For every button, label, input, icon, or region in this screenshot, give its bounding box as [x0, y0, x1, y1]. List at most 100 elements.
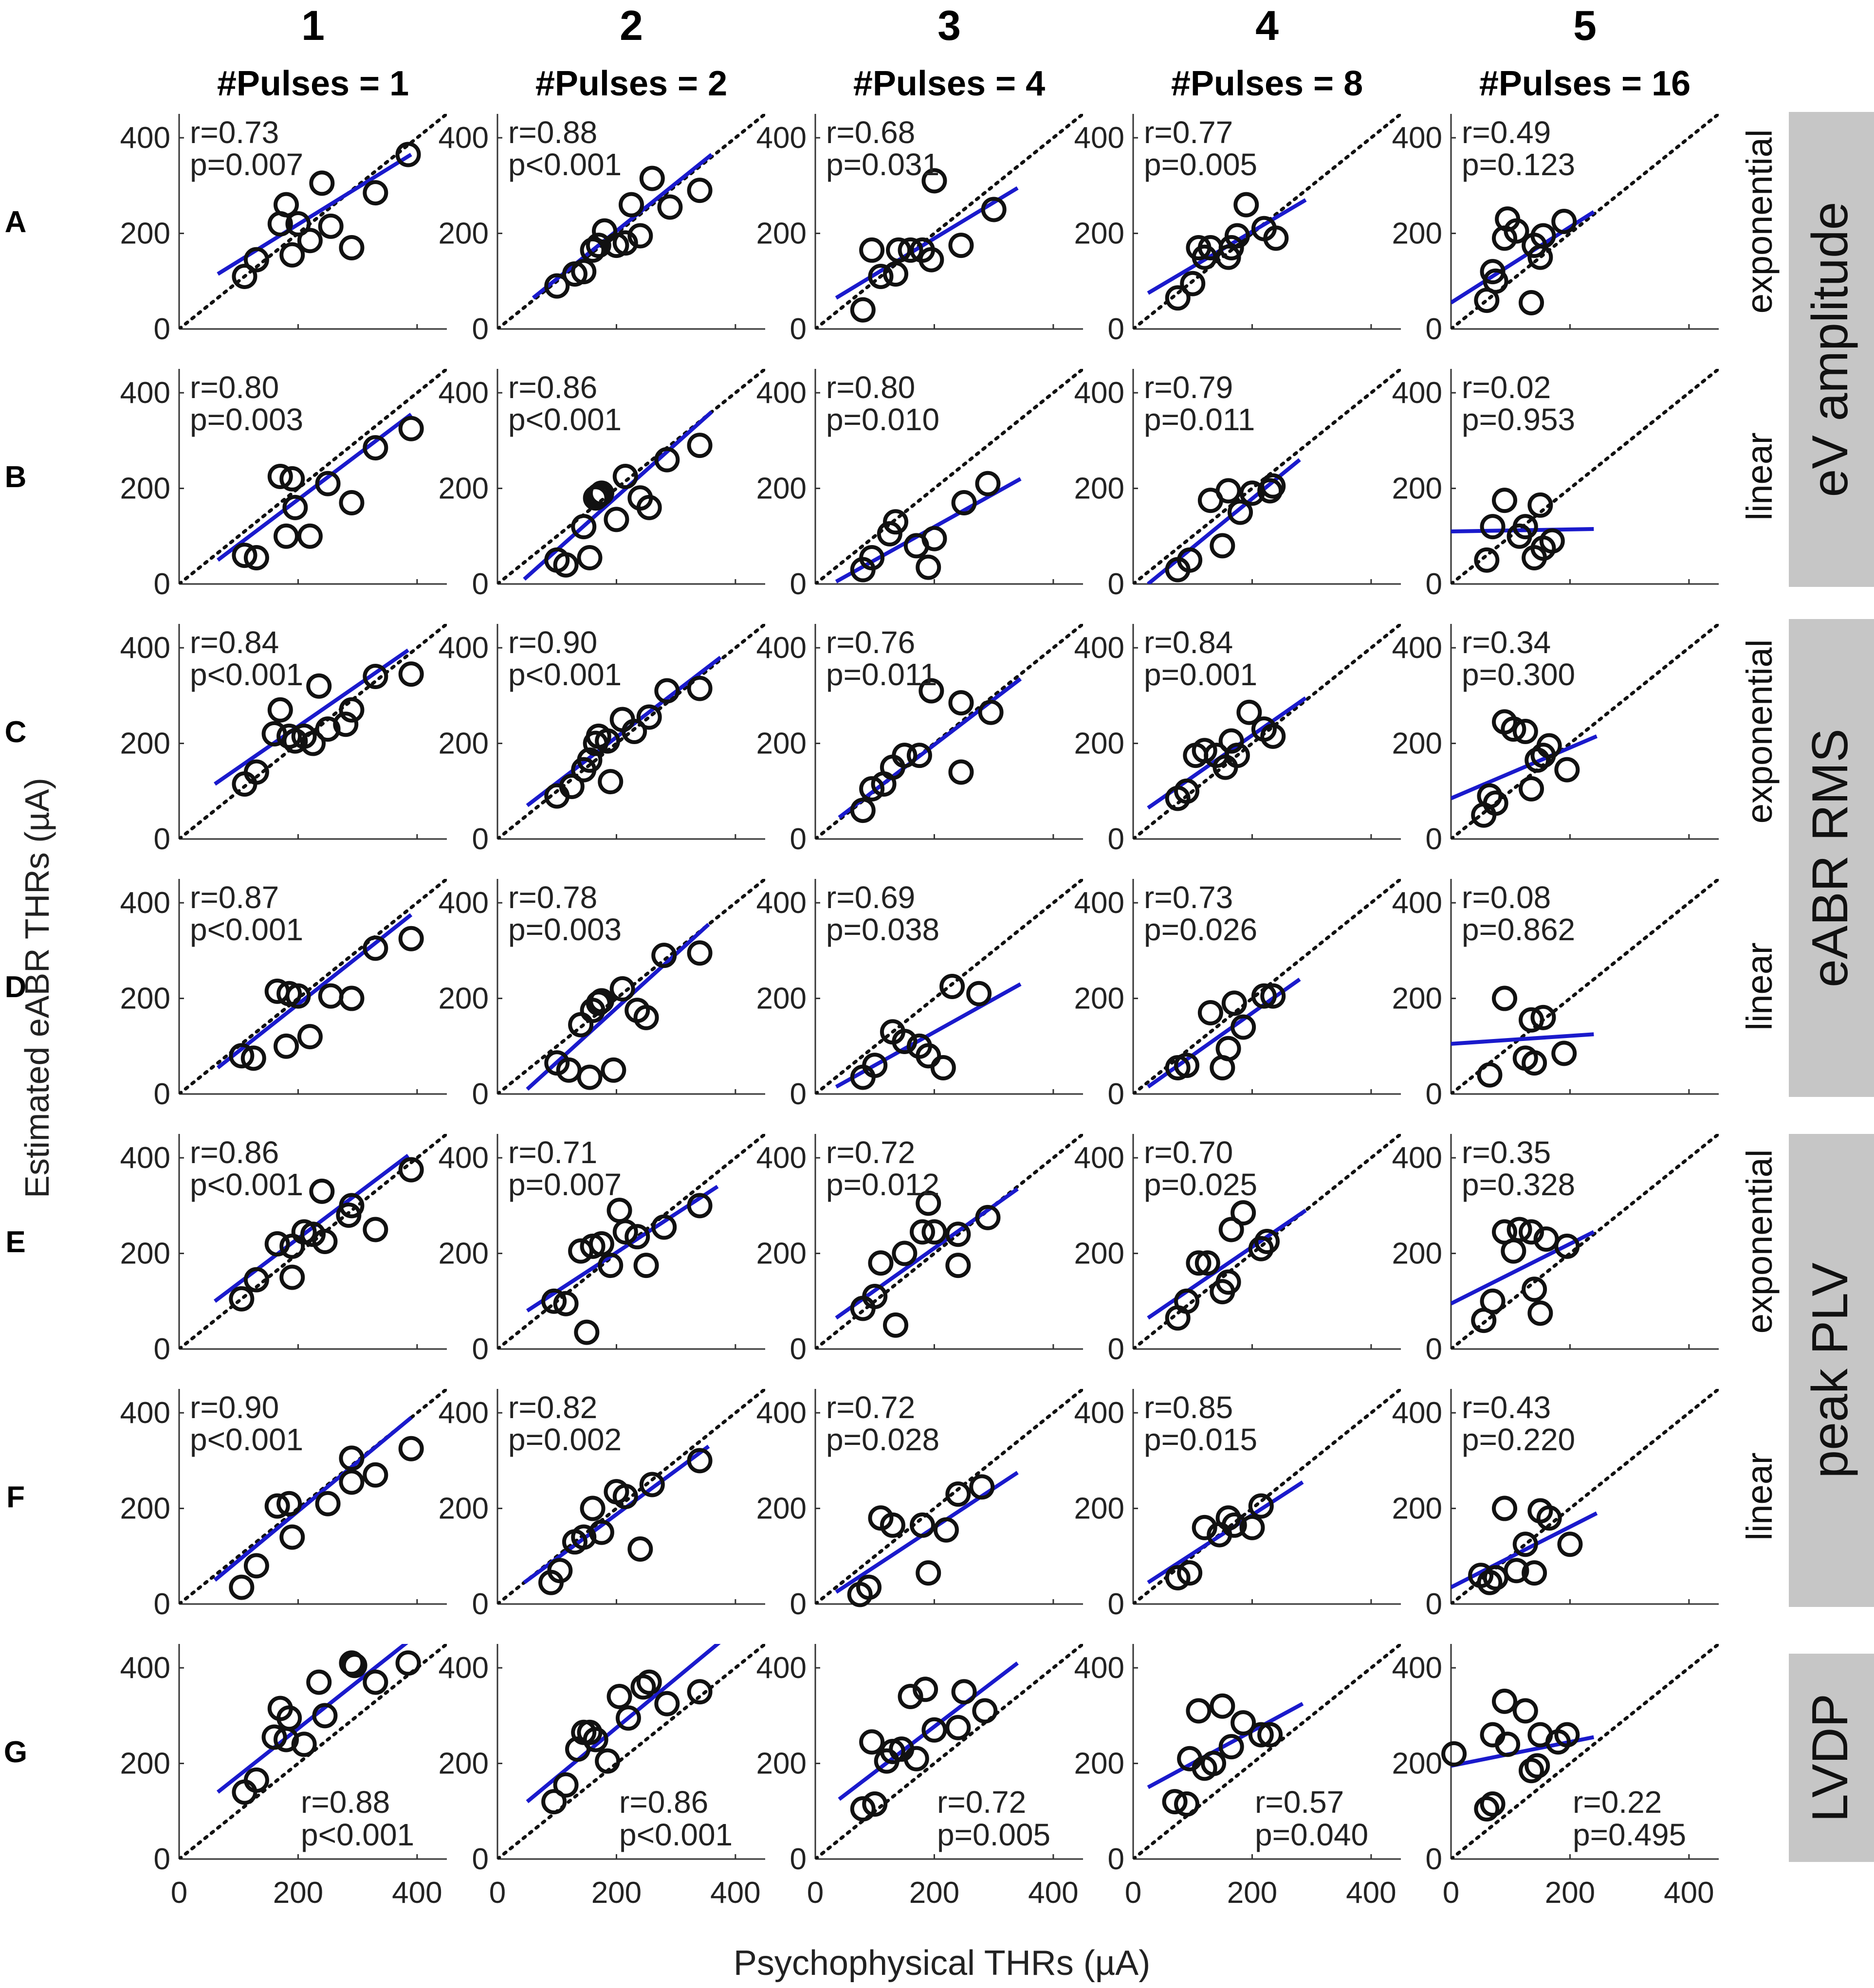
data-point	[856, 1574, 882, 1600]
data-point	[687, 1193, 713, 1219]
data-point	[1495, 1732, 1521, 1757]
y-tick-label: 400	[1074, 1651, 1124, 1685]
y-tick-label: 0	[1108, 822, 1124, 856]
data-point	[279, 1524, 305, 1550]
data-point	[916, 1043, 941, 1069]
data-point	[1441, 1741, 1467, 1767]
y-tick-label: 400	[756, 1651, 807, 1685]
data-point	[1539, 528, 1565, 554]
regression-line	[1451, 1230, 1595, 1306]
data-point	[306, 1669, 332, 1695]
data-point	[243, 1267, 269, 1293]
row-method-d: linear	[1739, 943, 1780, 1031]
data-point	[687, 178, 713, 203]
correlation-r-label: r=0.71	[508, 1135, 597, 1170]
data-point	[921, 526, 947, 551]
data-point	[687, 940, 713, 966]
data-point	[1210, 1693, 1235, 1719]
panel-d2: 0 200 400 r=0.78p=0.003	[439, 879, 765, 1111]
data-point	[615, 1705, 641, 1731]
data-point	[339, 1469, 365, 1495]
data-point	[654, 447, 680, 473]
data-point	[913, 1677, 938, 1702]
data-point	[862, 1053, 888, 1078]
data-point	[274, 523, 299, 549]
data-point	[243, 1767, 269, 1793]
y-tick-label: 400	[1074, 1396, 1124, 1430]
data-point	[282, 494, 308, 520]
data-point	[886, 237, 912, 263]
data-point	[285, 983, 311, 1009]
data-point	[1519, 1758, 1544, 1784]
regression-line	[835, 186, 1019, 300]
data-point	[1512, 1532, 1538, 1557]
data-point	[547, 1558, 573, 1584]
data-point	[969, 1474, 995, 1500]
regression-line	[213, 1416, 413, 1582]
data-point	[588, 480, 614, 506]
data-point	[1221, 1512, 1247, 1538]
correlation-r-label: r=0.87	[190, 880, 279, 915]
data-point	[1507, 1217, 1532, 1242]
data-point	[951, 490, 977, 516]
data-point	[339, 1193, 365, 1219]
data-point	[948, 233, 974, 258]
data-point	[1260, 983, 1286, 1009]
group-label-lvdp: LVDP	[1802, 1694, 1858, 1822]
data-point	[868, 263, 894, 289]
data-point	[1177, 1560, 1203, 1586]
data-point	[633, 1253, 659, 1278]
group-label-eabr-rms: eABR RMS	[1802, 729, 1858, 987]
y-tick-label: 200	[1074, 1747, 1124, 1781]
x-tick-label: 0	[1125, 1876, 1141, 1910]
data-point	[363, 1217, 388, 1242]
data-point	[975, 471, 1001, 496]
data-point	[243, 759, 269, 785]
y-tick-label: 200	[756, 1492, 807, 1526]
data-point	[898, 1684, 923, 1710]
data-point	[948, 690, 974, 716]
data-point	[859, 237, 885, 263]
y-tick-label: 400	[1074, 886, 1124, 920]
data-point	[892, 1240, 918, 1266]
y-tick-label: 0	[1108, 1587, 1124, 1621]
data-point	[654, 678, 680, 704]
data-point	[229, 1574, 255, 1600]
correlation-r-label: r=0.22	[1573, 1785, 1662, 1820]
data-point	[1254, 1229, 1280, 1254]
correlation-p-label: p=0.010	[826, 402, 939, 437]
y-tick-label: 0	[790, 822, 807, 856]
data-point	[1186, 1250, 1212, 1276]
identity-line	[179, 114, 447, 329]
regression-line	[835, 1471, 1019, 1594]
data-point	[1480, 514, 1506, 540]
data-point	[598, 769, 624, 795]
x-tick-label: 400	[1028, 1876, 1078, 1910]
data-point	[553, 1772, 579, 1798]
data-point	[916, 554, 941, 580]
data-point	[541, 1288, 567, 1314]
y-tick-label: 0	[790, 1077, 807, 1111]
data-point	[1527, 492, 1553, 518]
y-tick-label: 0	[472, 1587, 489, 1621]
y-tick-label: 200	[120, 1747, 170, 1781]
data-point	[1260, 473, 1286, 499]
correlation-p-label: p=0.011	[1144, 402, 1255, 437]
y-tick-label: 400	[439, 1396, 489, 1430]
data-point	[571, 514, 597, 540]
row-method-c: exponential	[1739, 639, 1780, 824]
column-title-1: #Pulses = 1	[217, 64, 409, 103]
data-point	[267, 697, 293, 723]
data-point	[580, 1496, 606, 1521]
correlation-p-label: p=0.031	[826, 147, 939, 182]
y-tick-label: 200	[120, 982, 170, 1016]
data-point	[274, 192, 299, 218]
data-point	[1174, 778, 1199, 804]
data-point	[1492, 488, 1517, 513]
panel-b4: 0 200 400 r=0.79p=0.011	[1074, 369, 1401, 601]
y-tick-label: 400	[1074, 376, 1124, 410]
data-point	[850, 1796, 876, 1822]
identity-line	[179, 1134, 447, 1349]
y-tick-label: 400	[756, 1396, 807, 1430]
data-point	[627, 223, 653, 249]
